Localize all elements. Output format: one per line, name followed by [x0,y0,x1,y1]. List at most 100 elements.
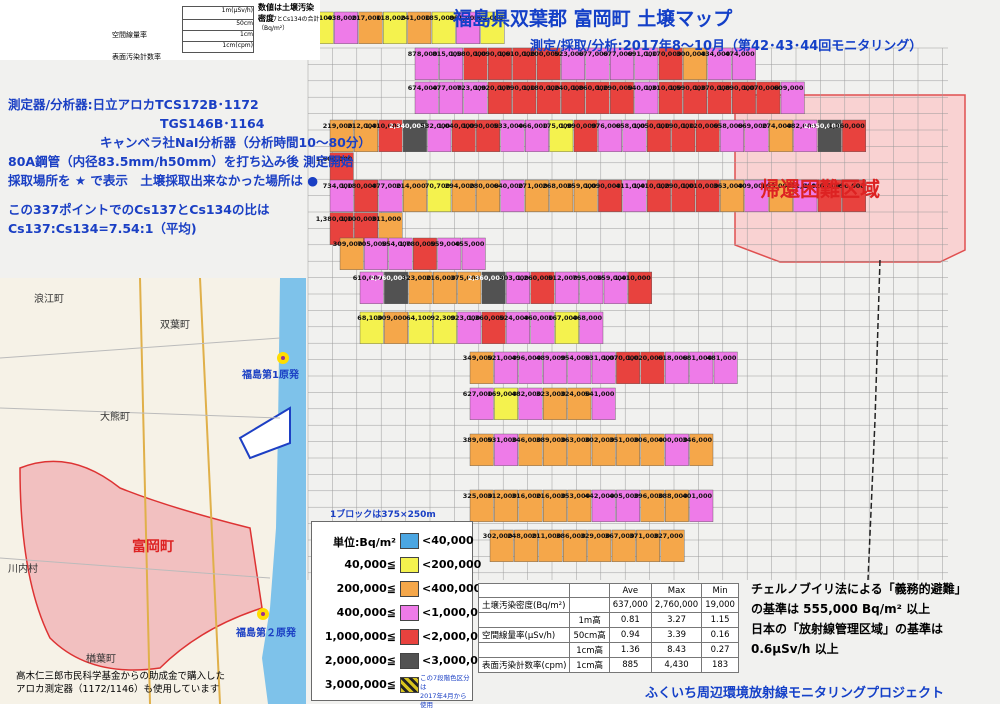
map-cell-value: 211,000 [532,532,562,540]
map-cell [427,179,452,212]
map-cell [451,179,476,212]
map-cell [598,119,623,152]
map-cell [543,433,567,466]
map-cell [707,47,732,80]
map-cell-value: 1,920,000 [474,84,511,92]
map-cell-value: 1,090,000 [462,122,499,130]
map-cell [563,529,587,562]
map-cell [463,47,488,80]
railway-line [867,259,881,581]
stats-cell: 0.27 [701,642,739,658]
stats-cell: 885 [608,657,652,673]
map-cell [500,179,525,212]
map-cell-value: 1,010,000 [682,182,719,190]
map-cell-value: 212,000 [347,122,377,130]
stats-cell: Min [701,583,739,598]
map-cell [354,179,378,212]
place-naraha: 楢葉町 [86,654,116,665]
map-cell-value: 1,990,000 [560,122,597,130]
map-cell-value: 1,070,000 [602,354,639,362]
stats-cell: 空間線量率(μSv/h) [477,627,571,643]
map-cell [378,119,403,152]
stats-row: Ave Max Min [477,583,739,598]
map-cell [359,311,384,344]
map-cell [817,179,842,212]
map-cell-value: 1,170,000 [645,50,682,58]
legend-swatch [400,677,419,693]
map-cell-value: 1,310,000 [645,84,682,92]
map-cell [494,433,518,466]
stats-cell [569,583,610,598]
map-cell-value: 309,000 [377,314,407,322]
legend-threshold: 単位:Bq/m² [333,536,396,549]
map-cell [695,179,720,212]
map-cell [610,81,634,114]
map-cell-value: 351,000 [609,436,639,444]
map-cell-value: 1,090,000 [828,182,865,190]
map-cell-value: 214,000 [396,182,426,190]
mini-legend-label: 表面汚染計数率 [112,53,161,61]
map-cell-value: 531,000 [585,354,615,362]
color-legend: 単位:Bq/m² <40,000 40,000≦ <200,000 200,000≦ <4… [311,521,493,709]
map-cell-value: 1,120,000 [682,122,719,130]
map-cell [437,237,462,270]
map-cell [591,489,616,522]
map-cell [414,81,439,114]
stats-cell [569,597,610,613]
stats-row: 表面汚染計数率(cpm) 1cm高 885 4,430 183 [477,657,739,673]
legend-swatch [400,629,419,645]
map-cell-value: 468,000 [572,314,602,322]
map-cell [780,81,805,114]
note-line: この337ポイントでのCs137とCs134の比は [8,202,270,217]
map-cell [476,179,500,212]
map-cell [793,179,818,212]
map-cell-value: 316,000 [512,492,542,500]
map-cell-value: 481,000 [707,354,737,362]
map-cell-value: 309,000 [333,240,363,248]
stats-cell: 19,000 [701,597,739,613]
stats-row: 空間線量率(μSv/h) 50cm高 0.94 3.39 0.16 [477,627,739,643]
map-cell-value: 677,000 [579,50,609,58]
map-cell-value: 241,000 [400,14,430,22]
map-cell-value: 878,000 [408,50,438,58]
map-cell [334,11,358,44]
map-cell [408,271,433,304]
map-cell-value: 705,000 [357,240,387,248]
map-cell-value: 353,000 [560,492,590,500]
mini-legend-row: 1cm [183,31,253,42]
page-subtitle: 測定/採取/分析:2017年8～10月（第42･43･44回モニタリング） [530,39,923,54]
map-cell-value: 512,000 [548,274,578,282]
map-cell-value: 1,060,000 [828,122,865,130]
stats-cell: 183 [701,657,739,673]
map-cell-value: 1,240,000 [547,84,584,92]
map-cell [579,311,604,344]
map-cell-value: 411,000 [616,182,646,190]
map-cell [518,433,543,466]
map-cell-value: 1,410,000 [633,182,670,190]
map-cell [713,351,738,384]
stats-cell: 8.43 [650,642,703,658]
map-cell [842,119,867,152]
map-cell-value: 474,000 [725,50,755,58]
map-cell [707,81,732,114]
stats-cell: 1.36 [608,642,652,658]
map-cell [512,47,537,80]
map-cell [585,81,610,114]
map-cell [518,351,543,384]
map-cell-value: 815,000 [432,50,462,58]
legend-swatch [400,557,419,573]
map-cell-value: 524,000 [499,314,529,322]
map-cell [525,179,549,212]
map-cell-value: 274,000 [762,122,792,130]
credit-line: アロカ測定器（1172/1146）も使用しています [16,684,220,695]
map-cell-value: 531,000 [487,436,517,444]
stats-cell: 1cm高 [569,657,610,673]
map-cell-value: 1,860,000 [572,84,609,92]
legend-range: <400,000 [422,582,482,595]
map-cell [518,387,543,420]
legend-range: <200,000 [422,558,482,571]
note-line: 日本の「放射線管理区域」の基準は [751,622,944,636]
map-cell [640,351,665,384]
map-cell [456,11,480,44]
